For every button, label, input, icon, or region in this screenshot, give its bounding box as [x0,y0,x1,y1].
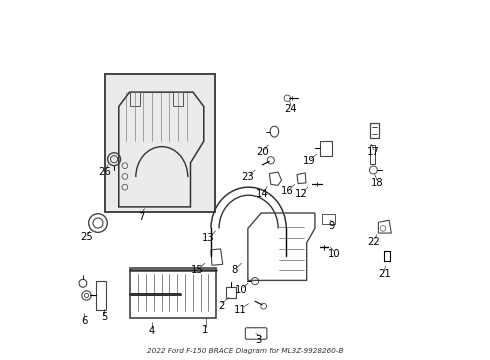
Text: 23: 23 [242,172,254,182]
Text: 26: 26 [98,167,111,177]
Text: 7: 7 [138,212,144,221]
Text: 22: 22 [367,237,380,247]
Text: 9: 9 [328,221,334,231]
Text: 1: 1 [202,325,209,335]
Text: 8: 8 [231,265,237,275]
Text: 19: 19 [302,156,315,166]
Text: 10: 10 [234,285,247,296]
Text: 13: 13 [202,233,215,243]
Text: 21: 21 [378,269,391,279]
Text: 18: 18 [370,178,383,188]
FancyBboxPatch shape [105,74,215,212]
Text: 12: 12 [295,189,308,199]
Text: 3: 3 [255,334,262,345]
Text: 14: 14 [256,189,269,199]
Text: 4: 4 [148,326,155,336]
Text: 16: 16 [281,186,294,197]
Text: 2022 Ford F-150 BRACE Diagram for ML3Z-9928260-B: 2022 Ford F-150 BRACE Diagram for ML3Z-9… [147,348,343,354]
Text: 15: 15 [191,265,204,275]
Text: 5: 5 [101,312,108,322]
Text: 2: 2 [219,301,225,311]
Text: 20: 20 [256,147,269,157]
Text: 11: 11 [234,305,247,315]
Text: 10: 10 [328,248,340,258]
Text: 17: 17 [367,147,380,157]
Text: 25: 25 [80,232,93,242]
Text: 6: 6 [81,316,88,325]
Text: 24: 24 [285,104,297,114]
